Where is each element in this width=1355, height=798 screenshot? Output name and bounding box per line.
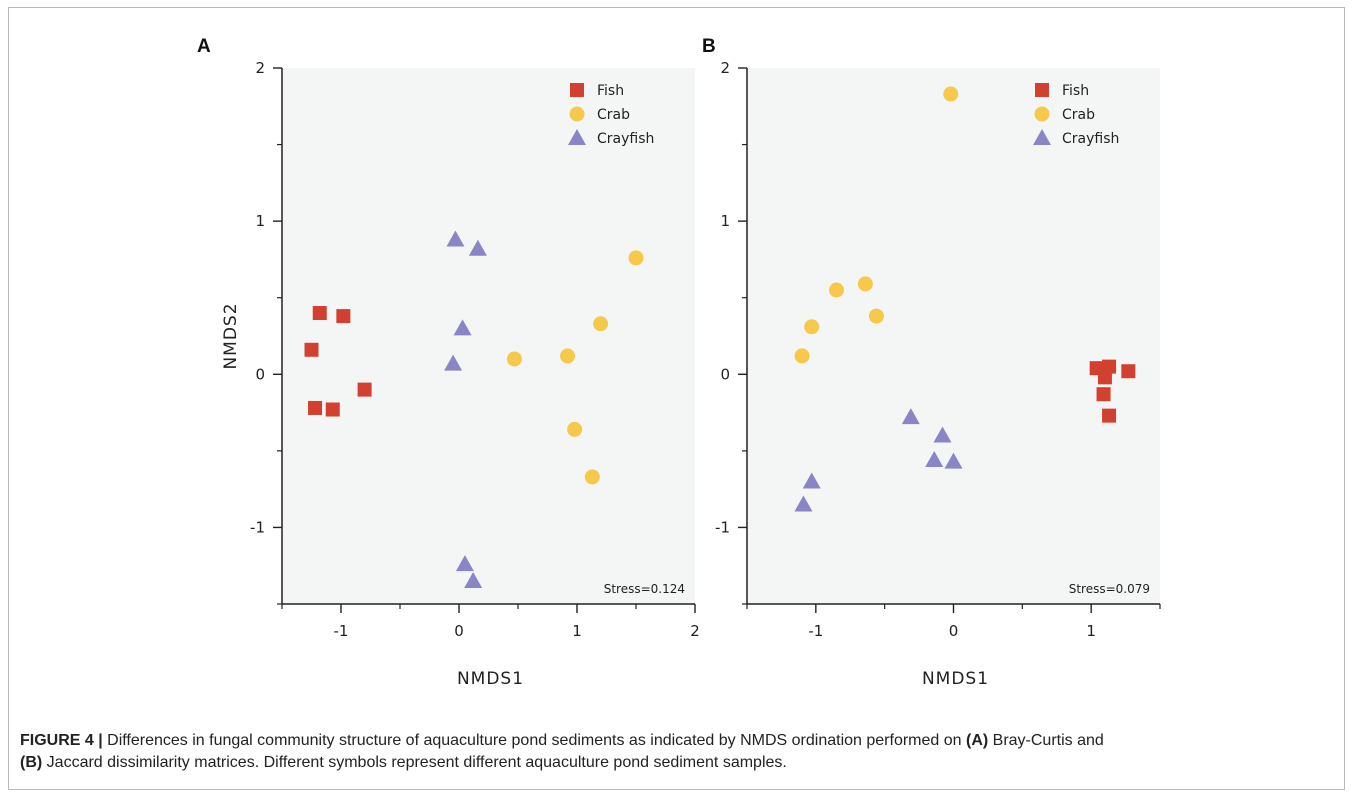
figure-panels: A -1 0 1 2 -1 0 1 2 NMDS1 NMDS2 Fish Crab Crayfish Str… bbox=[197, 36, 1161, 689]
y-axis-label: NMDS2 bbox=[221, 302, 241, 369]
y-tick-label: -1 bbox=[715, 518, 730, 536]
y-tick-label: 0 bbox=[720, 365, 730, 383]
fish-point bbox=[1096, 387, 1111, 402]
plot-background bbox=[747, 68, 1160, 604]
crayfish-point bbox=[455, 555, 474, 572]
stress-annotation: Stress=0.079 bbox=[1069, 582, 1150, 596]
crab-point bbox=[567, 421, 583, 437]
panel-label: B bbox=[702, 36, 716, 57]
fish-point bbox=[308, 400, 323, 415]
fish-point bbox=[1121, 364, 1136, 379]
legend-label-crab: Crab bbox=[1062, 107, 1095, 123]
caption-ref-b: (B) bbox=[20, 754, 43, 771]
x-axis-label: NMDS1 bbox=[457, 669, 524, 689]
y-tick-label: 2 bbox=[255, 59, 265, 77]
y-tick-label: 1 bbox=[720, 212, 730, 230]
fish-point bbox=[357, 382, 372, 397]
caption-ref-a: (A) bbox=[965, 732, 989, 749]
legend-label-fish: Fish bbox=[1062, 83, 1089, 99]
series-fish bbox=[304, 306, 372, 417]
series-crab bbox=[506, 250, 644, 485]
caption-line-1: FIGURE 4 | Differences in fungal communi… bbox=[20, 730, 1330, 752]
fish-point bbox=[304, 342, 319, 357]
x-tick-label: 1 bbox=[572, 622, 582, 640]
legend-marker-crab bbox=[569, 106, 585, 122]
x-tick-label: 2 bbox=[690, 622, 700, 640]
fish-point bbox=[312, 306, 327, 321]
series-crab bbox=[794, 86, 959, 364]
fish-point bbox=[325, 402, 340, 417]
legend-marker-crab bbox=[1034, 106, 1050, 122]
crayfish-point bbox=[468, 239, 487, 256]
crab-point bbox=[868, 308, 884, 324]
crayfish-point bbox=[446, 230, 465, 247]
legend: Fish Crab Crayfish bbox=[1033, 83, 1119, 147]
crab-point bbox=[584, 469, 600, 485]
scatter-panel-b: B -1 0 1 -1 0 1 2 NMDS1 Fish Crab Crayfish Stress=0.… bbox=[702, 36, 1161, 689]
series-fish bbox=[1089, 359, 1136, 423]
legend-label-crab: Crab bbox=[597, 107, 630, 123]
legend-marker-crayfish bbox=[1033, 129, 1051, 145]
caption-text-2: Bray-Curtis and bbox=[988, 732, 1104, 749]
fish-point bbox=[1102, 359, 1117, 374]
crayfish-point bbox=[794, 495, 813, 512]
fish-point bbox=[336, 309, 351, 324]
x-tick-label: 1 bbox=[1086, 622, 1096, 640]
legend-marker-fish bbox=[570, 83, 584, 97]
crayfish-point bbox=[453, 319, 472, 336]
y-tick-label: -1 bbox=[250, 518, 265, 536]
crayfish-point bbox=[444, 354, 463, 371]
fish-point bbox=[1102, 408, 1117, 423]
x-axis-label: NMDS1 bbox=[922, 669, 989, 689]
caption-text-3: Jaccard dissimilarity matrices. Differen… bbox=[42, 754, 787, 771]
caption-label: FIGURE 4 | bbox=[20, 732, 103, 749]
fish-point bbox=[1097, 370, 1112, 385]
x-tick-label: 0 bbox=[454, 622, 464, 640]
crab-point bbox=[943, 86, 959, 102]
scatter-panel-a: A -1 0 1 2 -1 0 1 2 NMDS1 NMDS2 Fish Crab Crayfish Str… bbox=[197, 36, 700, 689]
x-tick-label: -1 bbox=[334, 622, 349, 640]
y-tick-label: 1 bbox=[255, 212, 265, 230]
crayfish-point bbox=[933, 426, 952, 443]
caption-text-1: Differences in fungal community structur… bbox=[102, 732, 966, 749]
crayfish-point bbox=[464, 572, 483, 589]
crab-point bbox=[857, 276, 873, 292]
crab-point bbox=[560, 348, 576, 364]
legend-marker-crayfish bbox=[568, 129, 586, 145]
crayfish-point bbox=[802, 472, 821, 489]
series-crayfish bbox=[444, 230, 487, 589]
crayfish-point bbox=[901, 408, 920, 425]
legend-label-fish: Fish bbox=[597, 83, 624, 99]
legend: Fish Crab Crayfish bbox=[568, 83, 654, 147]
crab-point bbox=[804, 319, 820, 335]
crayfish-point bbox=[944, 452, 963, 469]
x-tick-label: -1 bbox=[808, 622, 823, 640]
plot-background bbox=[282, 68, 695, 604]
crab-point bbox=[628, 250, 644, 266]
legend-marker-fish bbox=[1035, 83, 1049, 97]
legend-label-crayfish: Crayfish bbox=[597, 131, 654, 147]
crab-point bbox=[506, 351, 522, 367]
series-crayfish bbox=[794, 408, 963, 512]
crayfish-point bbox=[925, 451, 944, 468]
crab-point bbox=[828, 282, 844, 298]
legend-label-crayfish: Crayfish bbox=[1062, 131, 1119, 147]
panel-label: A bbox=[197, 36, 211, 57]
crab-point bbox=[794, 348, 810, 364]
y-tick-label: 2 bbox=[720, 59, 730, 77]
stress-annotation: Stress=0.124 bbox=[604, 582, 685, 596]
y-tick-label: 0 bbox=[255, 365, 265, 383]
crab-point bbox=[593, 316, 609, 332]
caption-line-2: (B) Jaccard dissimilarity matrices. Diff… bbox=[20, 752, 1330, 774]
figure-caption: FIGURE 4 | Differences in fungal communi… bbox=[20, 730, 1330, 774]
x-tick-label: 0 bbox=[949, 622, 959, 640]
